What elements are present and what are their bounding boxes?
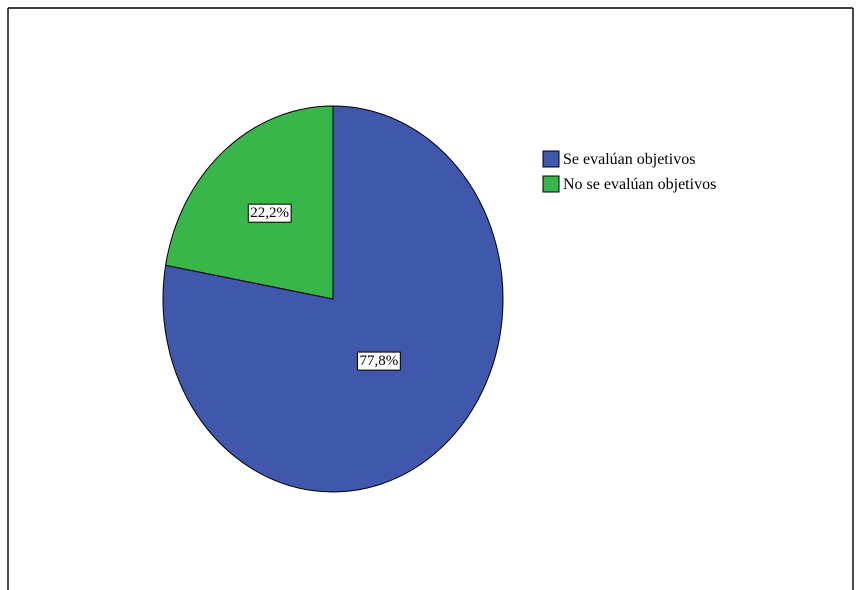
legend-item-se-evaluan-objetivos: Se evalúan objetivos — [542, 150, 695, 168]
legend-swatch — [542, 150, 560, 168]
chart-legend: Se evalúan objetivos No se evalúan objeti… — [542, 150, 716, 193]
pie-slice-se-evaluan-objetivos — [162, 105, 504, 493]
pie-data-label-box — [357, 351, 401, 371]
chart-frame — [7, 7, 854, 590]
legend-swatch — [542, 175, 560, 193]
pie-data-label: 77,8% — [359, 353, 398, 369]
pie-data-label: 22,2% — [250, 205, 289, 221]
legend-item-no-se-evaluan-objetivos: No se evalúan objetivos — [542, 175, 716, 193]
legend-label: Se evalúan objetivos — [563, 151, 695, 168]
pie-slices — [162, 105, 504, 493]
pie-slice-no-se-evaluan-objetivos — [165, 105, 334, 300]
legend-label: No se evalúan objetivos — [563, 176, 716, 193]
pie-data-labels: 77,8% 22,2% — [247, 203, 401, 371]
pie-data-label-box — [247, 203, 292, 223]
